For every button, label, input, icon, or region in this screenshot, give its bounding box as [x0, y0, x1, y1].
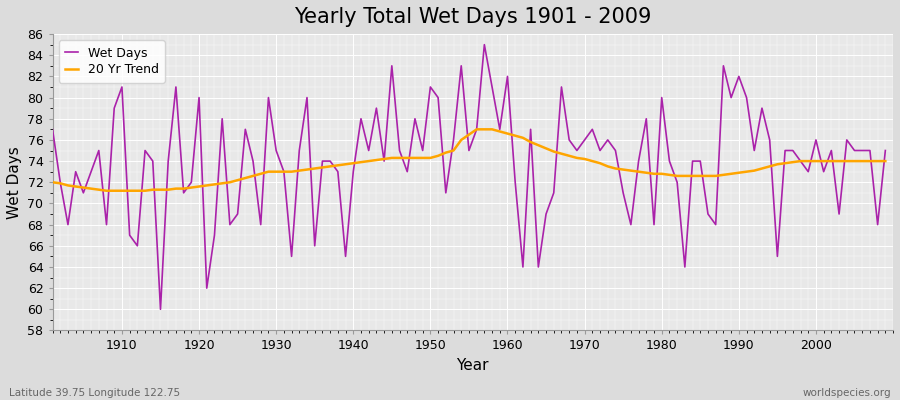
Wet Days	[332, 169, 343, 174]
Wet Days	[47, 127, 58, 132]
Title: Yearly Total Wet Days 1901 - 2009: Yearly Total Wet Days 1901 - 2009	[294, 7, 652, 27]
Legend: Wet Days, 20 Yr Trend: Wet Days, 20 Yr Trend	[58, 40, 165, 82]
20 Yr Trend	[101, 188, 112, 193]
20 Yr Trend	[286, 169, 297, 174]
20 Yr Trend	[509, 133, 520, 138]
Wet Days	[518, 264, 528, 269]
Text: worldspecies.org: worldspecies.org	[803, 388, 891, 398]
Y-axis label: Wet Days: Wet Days	[7, 146, 22, 219]
20 Yr Trend	[116, 188, 127, 193]
20 Yr Trend	[518, 136, 528, 140]
Line: 20 Yr Trend: 20 Yr Trend	[52, 129, 886, 191]
Wet Days	[109, 106, 120, 110]
Wet Days	[880, 148, 891, 153]
X-axis label: Year: Year	[456, 358, 489, 373]
20 Yr Trend	[47, 180, 58, 185]
20 Yr Trend	[610, 166, 621, 171]
20 Yr Trend	[332, 163, 343, 168]
Text: Latitude 39.75 Longitude 122.75: Latitude 39.75 Longitude 122.75	[9, 388, 180, 398]
20 Yr Trend	[880, 159, 891, 164]
Wet Days	[610, 148, 621, 153]
Wet Days	[479, 42, 490, 47]
Wet Days	[286, 254, 297, 259]
Line: Wet Days: Wet Days	[52, 45, 886, 309]
20 Yr Trend	[472, 127, 482, 132]
Wet Days	[509, 180, 520, 185]
Wet Days	[155, 307, 166, 312]
